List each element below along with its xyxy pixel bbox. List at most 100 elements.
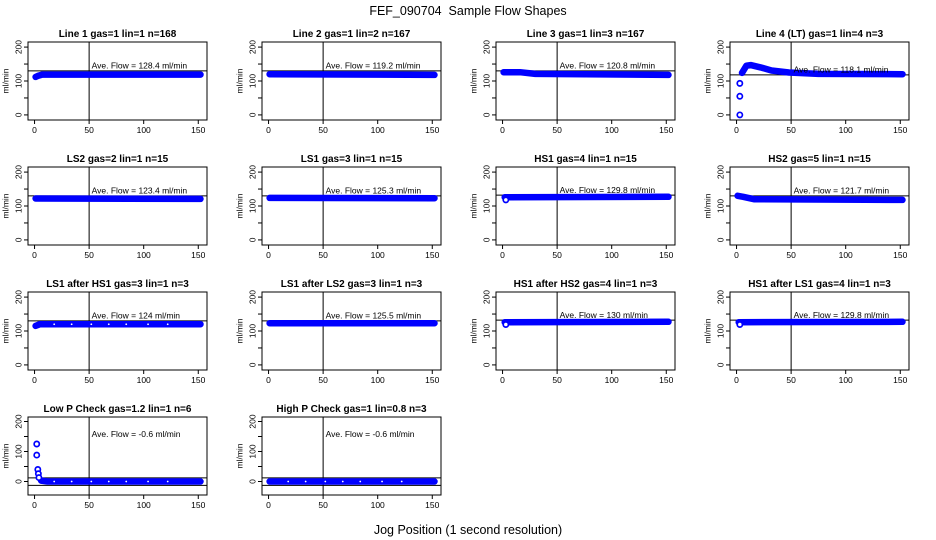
x-tick-label: 150 [893,125,907,135]
y-tick-label: 0 [716,237,726,242]
subplot-5: LS2 gas=2 lin=1 n=15 0 100 200 ml/min 0 50 100 1… [1,154,208,260]
subplot-title: HS1 after LS1 gas=4 lin=1 n=3 [748,279,891,290]
subplot-title: HS1 after HS2 gas=4 lin=1 n=3 [514,279,658,290]
plot-box [495,41,676,121]
band-gap-speck [107,323,110,326]
subplot-title: HS1 gas=4 lin=1 n=15 [534,154,637,165]
x-tick-label: 150 [659,250,673,260]
ave-flow-label: Ave. Flow = 130 ml/min [560,310,649,320]
subplot-14: High P Check gas=1 lin=0.8 n=3 0 100 200 ml/… [235,404,442,510]
flow-data-point [736,111,744,119]
x-tick-label: 0 [32,500,37,510]
subplot-10: LS1 after LS2 gas=3 lin=1 n=3 0 100 200 ml/m… [235,279,442,385]
band-gap-speck [53,323,56,326]
x-tick-label: 100 [371,500,385,510]
x-tick-label: 0 [32,250,37,260]
y-tick-label: 200 [14,414,24,428]
y-tick-label: 200 [248,290,258,304]
y-tick-label: 100 [716,74,726,88]
plot-box [27,166,208,246]
subplot-2: Line 2 gas=1 lin=2 n=167 0 100 200 ml/min 0 50… [235,29,442,135]
x-tick-label: 50 [318,375,328,385]
subplot-title: Low P Check gas=1.2 lin=1 n=6 [44,404,192,415]
band-gap-speck [359,480,362,483]
band-gap-speck [125,480,128,483]
plot-box [495,166,676,246]
x-tick-label: 0 [266,375,271,385]
y-axis-title: ml/min [235,443,245,468]
x-tick-label: 50 [84,375,94,385]
plot-box [27,291,208,371]
y-tick-label: 100 [248,444,258,458]
subplot-13: Low P Check gas=1.2 lin=1 n=6 0 100 200 ml/m… [1,404,208,510]
band-gap-speck [304,480,307,483]
y-tick-label: 0 [248,362,258,367]
y-tick-label: 100 [482,199,492,213]
flow-data-point [35,474,43,482]
subplot-title: Line 4 (LT) gas=1 lin=4 n=3 [756,29,884,40]
flow-data-band [266,70,438,79]
page-title: FEF_090704 Sample Flow Shapes [369,4,567,18]
y-tick-label: 100 [716,199,726,213]
x-tick-label: 0 [266,500,271,510]
y-tick-label: 0 [482,112,492,117]
ave-flow-label: Ave. Flow = 121.7 ml/min [794,186,890,196]
subplot-title: Line 1 gas=1 lin=1 n=168 [59,29,177,40]
ave-flow-label: Ave. Flow = 125.3 ml/min [326,186,422,196]
y-axis-title: ml/min [235,68,245,93]
y-tick-label: 0 [14,112,24,117]
plot-box [261,166,442,246]
flow-data-point [736,92,744,100]
plot-box [729,41,910,121]
x-tick-label: 150 [191,500,205,510]
band-gap-speck [166,323,169,326]
y-tick-label: 200 [248,165,258,179]
y-axis-title: ml/min [235,193,245,218]
x-tick-label: 150 [659,375,673,385]
subplot-title: LS2 gas=2 lin=1 n=15 [67,154,169,165]
band-gap-speck [53,480,56,483]
y-tick-label: 0 [482,237,492,242]
x-tick-label: 0 [734,375,739,385]
y-axis-title: ml/min [703,193,713,218]
x-tick-label: 150 [425,500,439,510]
x-tick-label: 0 [500,125,505,135]
x-tick-label: 50 [552,375,562,385]
x-tick-label: 0 [734,125,739,135]
plot-box [261,41,442,121]
subplot-8: HS2 gas=5 lin=1 n=15 0 100 200 ml/min 0 50 100 1… [703,154,910,260]
ave-flow-label: Ave. Flow = 120.8 ml/min [560,61,656,71]
x-tick-label: 150 [659,125,673,135]
x-tick-label: 100 [839,125,853,135]
subplot-4: Line 4 (LT) gas=1 lin=4 n=3 0 100 200 ml/min… [703,29,910,135]
y-tick-label: 200 [716,165,726,179]
x-tick-label: 100 [605,125,619,135]
ave-flow-label: Ave. Flow = 124 ml/min [92,311,181,321]
y-tick-label: 200 [482,165,492,179]
subplot-title: High P Check gas=1 lin=0.8 n=3 [276,404,427,415]
x-tick-label: 100 [371,375,385,385]
subplot-1: Line 1 gas=1 lin=1 n=168 0 100 200 ml/min 0 50… [1,29,208,135]
y-tick-label: 0 [14,479,24,484]
subplot-title: Line 2 gas=1 lin=2 n=167 [293,29,411,40]
band-gap-speck [147,323,149,326]
x-tick-label: 150 [191,125,205,135]
y-tick-label: 100 [248,324,258,338]
y-tick-label: 200 [716,290,726,304]
y-tick-label: 0 [248,479,258,484]
x-tick-label: 100 [605,250,619,260]
y-tick-label: 200 [248,414,258,428]
ave-flow-label: Ave. Flow = 129.8 ml/min [560,185,656,195]
x-tick-label: 100 [371,250,385,260]
band-gap-speck [107,480,110,483]
ave-flow-label: Ave. Flow = 119.2 ml/min [326,61,421,71]
band-gap-speck [341,480,344,483]
y-tick-label: 200 [14,40,24,54]
subplot-title: LS1 after HS1 gas=3 lin=1 n=3 [46,279,189,290]
x-tick-label: 150 [425,250,439,260]
subplot-6: LS1 gas=3 lin=1 n=15 0 100 200 ml/min 0 50 100 1… [235,154,442,260]
y-tick-label: 200 [482,40,492,54]
y-tick-label: 100 [248,74,258,88]
x-tick-label: 100 [137,125,151,135]
